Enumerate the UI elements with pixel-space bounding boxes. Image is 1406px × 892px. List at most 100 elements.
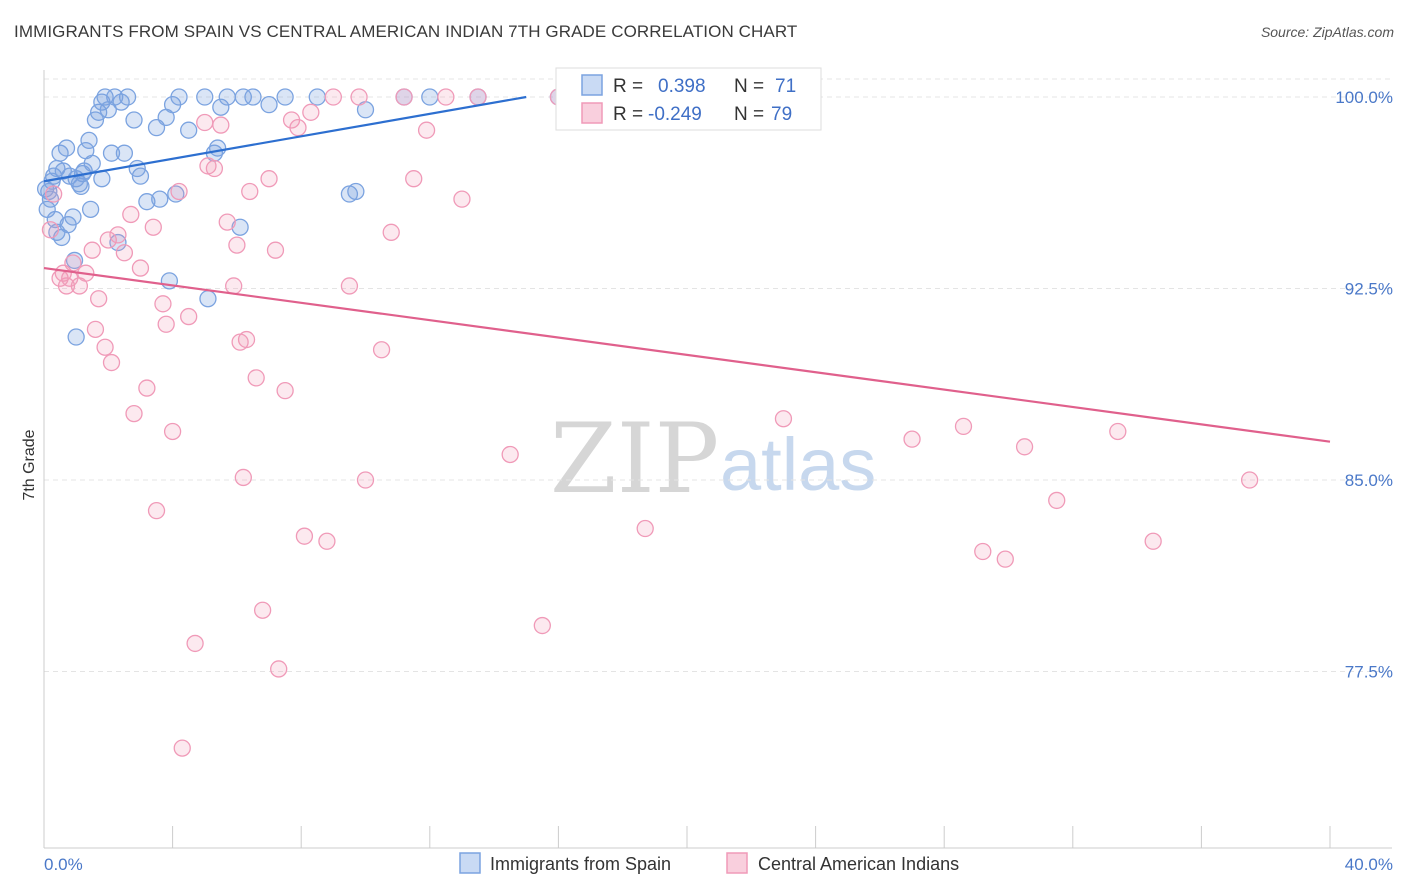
axes [43,70,1392,849]
point-cai-14 [115,244,134,262]
point-cai-35 [234,468,252,487]
point-cai-9 [86,320,105,339]
point-spain-6 [57,139,76,157]
point-spain-14 [80,131,98,150]
point-spain-44 [40,182,58,201]
point-cai-77 [99,231,117,249]
legend-swatch-spain [581,74,603,96]
point-cai-59 [453,190,471,208]
bottom-legend-label-cai: Central American Indians [758,854,959,874]
point-cai-24 [170,182,188,201]
point-cai-54 [382,223,400,241]
point-cai-73 [1109,422,1127,441]
trend-lines [43,95,1331,443]
point-cai-71 [1015,438,1034,456]
point-spain-49 [81,200,100,218]
point-cai-17 [131,259,150,277]
point-cai-58 [437,88,455,106]
y-tick-label-0: 100.0% [1335,88,1393,107]
point-cai-8 [83,241,101,259]
point-cai-75 [1240,471,1259,489]
point-spain-24 [125,111,143,129]
trend-line-spain [43,95,527,183]
point-cai-26 [180,307,198,326]
legend-swatch-cai [581,102,603,124]
point-cai-69 [974,542,992,561]
point-cai-37 [241,182,259,201]
y-axis-title: 7th Grade [21,429,38,500]
legend-n-label-cai: N = [734,104,764,125]
point-spain-63 [347,182,365,201]
point-cai-61 [501,445,519,464]
point-spain-34 [218,88,236,106]
y-tick-label-3: 77.5% [1345,663,1393,682]
point-cai-68 [954,417,973,436]
point-cai-38 [247,369,265,387]
point-spain-51 [102,144,121,162]
legend-box: R = 0.398 N = 71 R = -0.249 N = 79 [555,67,822,131]
point-cai-66 [774,410,793,428]
gridlines [44,78,1392,672]
point-cai-55 [395,88,413,106]
point-spain-32 [196,88,214,106]
legend-r-value-spain: 0.398 [658,76,706,97]
legend-n-value-cai: 79 [771,104,792,125]
point-spain-33 [212,98,230,116]
bottom-legend-swatch-spain [459,852,481,874]
legend-n-label-spain: N = [734,76,764,97]
point-cai-49 [324,88,343,106]
chart-title: IMMIGRANTS FROM SPAIN VS CENTRAL AMERICA… [14,22,798,41]
point-spain-58 [199,290,217,308]
point-cai-43 [276,381,294,400]
point-cai-70 [996,550,1014,568]
point-cai-60 [469,88,487,106]
point-spain-42 [421,88,439,106]
point-cai-45 [289,118,307,137]
point-cai-48 [318,532,336,550]
point-spain-45 [46,210,64,229]
point-cai-19 [144,218,162,236]
point-cai-11 [96,338,114,356]
point-cai-20 [147,501,166,520]
point-cai-1 [44,185,63,203]
legend-r-value-cai: -0.249 [648,104,702,125]
point-spain-23 [118,88,137,106]
point-cai-22 [157,315,175,333]
legend-n-value-spain: 71 [775,76,796,97]
point-cai-47 [302,103,320,121]
point-spain-37 [260,96,278,114]
point-cai-34 [228,236,246,254]
point-cai-67 [903,430,921,448]
point-cai-28 [196,113,214,132]
point-cai-31 [212,116,230,134]
point-cai-53 [372,341,391,359]
bottom-legend-label-spain: Immigrants from Spain [490,854,671,874]
point-spain-67 [67,328,85,346]
point-cai-65 [636,519,654,538]
x-tick-label-left: 0.0% [44,855,83,874]
point-cai-27 [186,634,204,653]
point-cai-52 [356,471,375,489]
point-spain-38 [308,88,326,106]
x-tick-label-right: 40.0% [1345,855,1393,874]
point-cai-57 [417,121,436,139]
bottom-legend: Immigrants from Spain Central American I… [459,852,959,874]
point-cai-18 [138,379,156,397]
point-cai-21 [154,295,172,313]
point-spain-31 [180,121,198,139]
watermark-zip: ZIP [550,403,719,515]
point-spain-53 [115,144,134,162]
point-spain-61 [231,218,249,236]
point-cai-74 [1144,532,1162,550]
y-tick-label-1: 92.5% [1345,280,1393,299]
bottom-legend-swatch-cai [726,852,748,874]
point-cai-25 [173,739,191,757]
point-spain-19 [96,88,114,106]
trend-line-cai [43,266,1331,443]
point-spain-69 [75,162,93,180]
y-tick-labels: 100.0% 92.5% 85.0% 77.5% [1335,88,1393,682]
legend-r-label-cai: R = [613,104,643,125]
point-cai-78 [231,333,249,351]
point-cai-46 [295,527,314,545]
